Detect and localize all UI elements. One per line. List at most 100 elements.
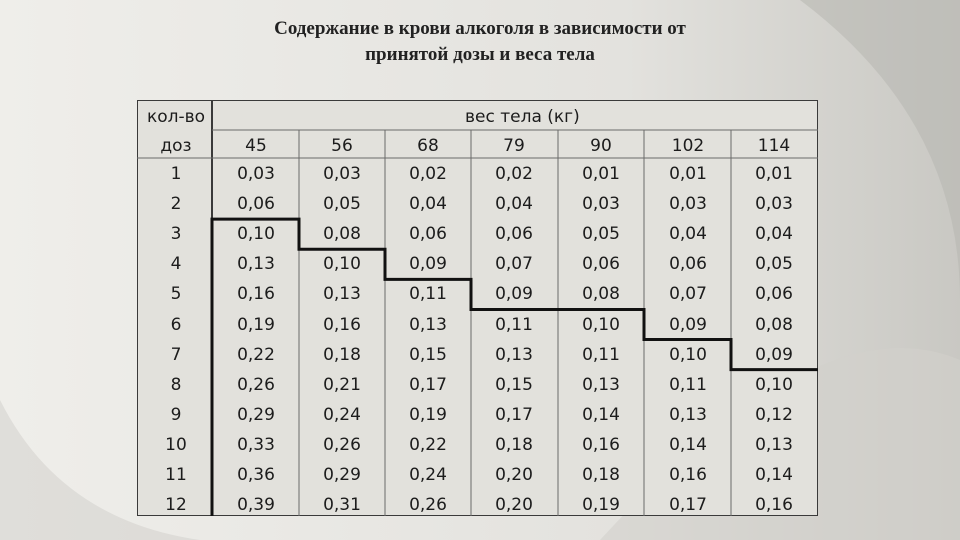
dose-header-bottom: доз xyxy=(160,136,192,156)
value-cell: 0,16 xyxy=(323,314,361,335)
value-cell: 0,13 xyxy=(323,284,361,305)
value-cell: 0,06 xyxy=(755,284,793,305)
value-cell: 0,19 xyxy=(237,314,275,335)
value-cell: 0,05 xyxy=(582,224,620,245)
value-cell: 0,26 xyxy=(237,374,275,395)
value-cell: 0,09 xyxy=(495,284,533,305)
value-cell: 0,05 xyxy=(755,254,793,275)
value-cell: 0,03 xyxy=(582,194,620,215)
dose-cell: 10 xyxy=(165,434,187,455)
dose-cell: 5 xyxy=(170,284,182,305)
value-cell: 0,04 xyxy=(495,194,533,215)
value-cell: 0,06 xyxy=(582,254,620,275)
weight-column-header: 45 xyxy=(245,136,267,156)
value-cell: 0,16 xyxy=(237,284,275,305)
value-cell: 0,07 xyxy=(495,254,533,275)
value-cell: 0,14 xyxy=(582,404,620,425)
weight-header: вес тела (кг) xyxy=(465,107,580,127)
value-cell: 0,17 xyxy=(669,495,707,516)
value-cell: 0,29 xyxy=(323,465,361,485)
value-cell: 0,13 xyxy=(582,374,620,395)
value-cell: 0,06 xyxy=(237,194,275,215)
value-cell: 0,16 xyxy=(755,495,793,516)
value-cell: 0,20 xyxy=(495,495,533,516)
dose-cell: 9 xyxy=(170,404,182,425)
weight-column-header: 79 xyxy=(503,136,525,156)
value-cell: 0,17 xyxy=(495,404,533,425)
value-cell: 0,18 xyxy=(323,344,361,365)
value-cell: 0,10 xyxy=(582,314,620,335)
slide-title: Содержание в крови алкоголя в зависимост… xyxy=(140,16,820,68)
value-cell: 0,11 xyxy=(582,344,620,365)
dose-cell: 12 xyxy=(165,495,187,516)
value-cell: 0,09 xyxy=(669,314,707,335)
value-cell: 0,13 xyxy=(237,254,275,275)
value-cell: 0,24 xyxy=(409,465,447,485)
value-cell: 0,07 xyxy=(669,284,707,305)
value-cell: 0,10 xyxy=(323,254,361,275)
value-cell: 0,18 xyxy=(495,434,533,455)
value-cell: 0,13 xyxy=(409,314,447,335)
value-cell: 0,03 xyxy=(237,164,275,184)
value-cell: 0,39 xyxy=(237,495,275,516)
value-cell: 0,15 xyxy=(409,344,447,365)
dose-cell: 7 xyxy=(170,344,182,365)
value-cell: 0,18 xyxy=(582,465,620,485)
value-cell: 0,19 xyxy=(582,495,620,516)
value-cell: 0,04 xyxy=(669,224,707,245)
value-cell: 0,36 xyxy=(237,465,275,485)
weight-column-header: 56 xyxy=(331,136,353,156)
value-cell: 0,13 xyxy=(495,344,533,365)
value-cell: 0,33 xyxy=(237,434,275,455)
value-cell: 0,11 xyxy=(669,374,707,395)
value-cell: 0,20 xyxy=(495,465,533,485)
title-line-2: принятой дозы и веса тела xyxy=(365,44,595,65)
value-cell: 0,11 xyxy=(495,314,533,335)
value-cell: 0,11 xyxy=(409,284,447,305)
value-cell: 0,06 xyxy=(409,224,447,245)
dose-cell: 3 xyxy=(170,224,182,245)
value-cell: 0,22 xyxy=(237,344,275,365)
dose-cell: 11 xyxy=(165,465,187,485)
value-cell: 0,16 xyxy=(669,465,707,485)
value-cell: 0,01 xyxy=(755,164,793,184)
value-cell: 0,06 xyxy=(495,224,533,245)
value-cell: 0,14 xyxy=(669,434,707,455)
value-cell: 0,03 xyxy=(669,194,707,215)
value-cell: 0,26 xyxy=(323,434,361,455)
value-cell: 0,05 xyxy=(323,194,361,215)
value-cell: 0,12 xyxy=(755,404,793,425)
value-cell: 0,09 xyxy=(755,344,793,365)
dose-cell: 8 xyxy=(170,374,182,395)
value-cell: 0,13 xyxy=(669,404,707,425)
value-cell: 0,10 xyxy=(755,374,793,395)
value-cell: 0,10 xyxy=(237,224,275,245)
weight-column-header: 102 xyxy=(671,136,705,156)
value-cell: 0,10 xyxy=(669,344,707,365)
value-cell: 0,17 xyxy=(409,374,447,395)
value-cell: 0,03 xyxy=(755,194,793,215)
value-cell: 0,04 xyxy=(409,194,447,215)
dose-cell: 4 xyxy=(170,254,182,275)
value-cell: 0,08 xyxy=(582,284,620,305)
weight-column-header: 90 xyxy=(590,136,612,156)
value-cell: 0,02 xyxy=(409,164,447,184)
value-cell: 0,26 xyxy=(409,495,447,516)
value-cell: 0,15 xyxy=(495,374,533,395)
value-cell: 0,22 xyxy=(409,434,447,455)
value-cell: 0,01 xyxy=(582,164,620,184)
value-cell: 0,01 xyxy=(669,164,707,184)
value-cell: 0,06 xyxy=(669,254,707,275)
value-cell: 0,21 xyxy=(323,374,361,395)
value-cell: 0,03 xyxy=(323,164,361,184)
dose-cell: 6 xyxy=(170,314,182,335)
value-cell: 0,13 xyxy=(755,434,793,455)
value-cell: 0,19 xyxy=(409,404,447,425)
value-cell: 0,09 xyxy=(409,254,447,275)
value-cell: 0,31 xyxy=(323,495,361,516)
value-cell: 0,16 xyxy=(582,434,620,455)
value-cell: 0,04 xyxy=(755,224,793,245)
value-cell: 0,14 xyxy=(755,465,793,485)
weight-column-header: 68 xyxy=(417,136,439,156)
value-cell: 0,08 xyxy=(323,224,361,245)
